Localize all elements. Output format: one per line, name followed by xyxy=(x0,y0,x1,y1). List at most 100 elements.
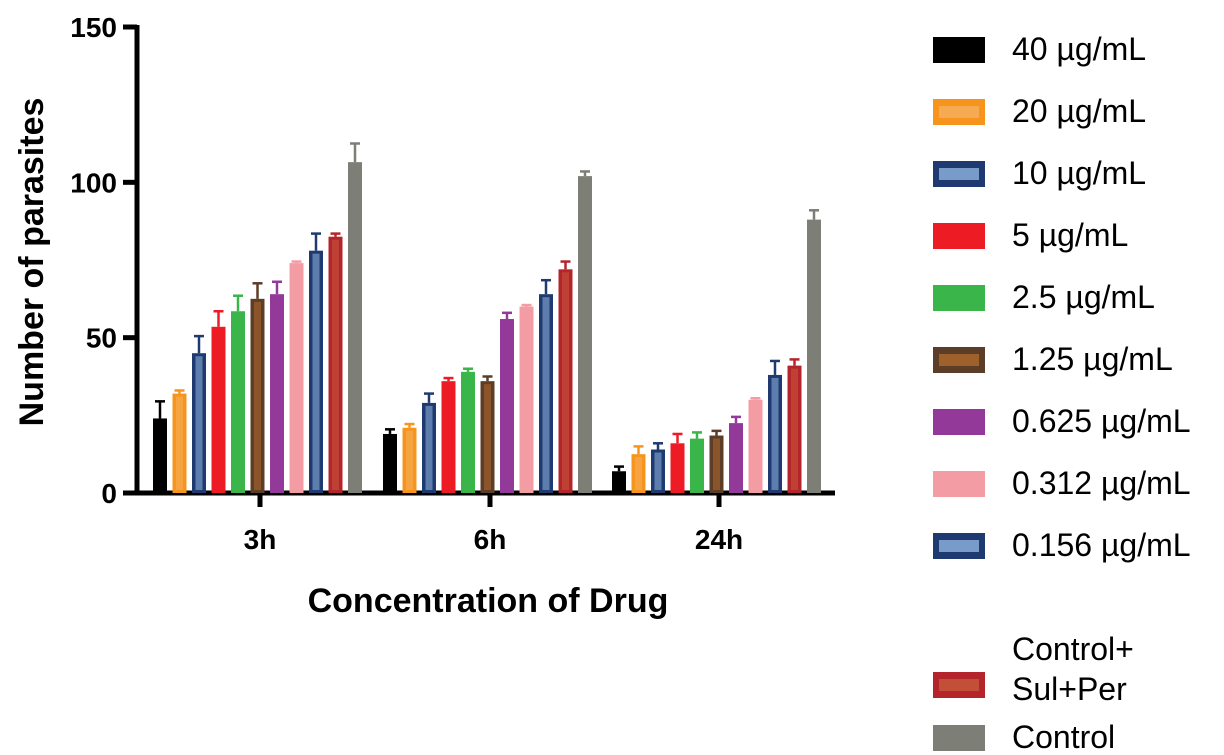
error-bar xyxy=(252,282,263,299)
legend-label: 10 µg/mL xyxy=(1012,155,1146,191)
legend-label: 0.156 µg/mL xyxy=(1012,527,1191,563)
error-bar xyxy=(155,400,165,419)
legend-item: 5 µg/mL xyxy=(933,217,1128,253)
legend-label: 0.625 µg/mL xyxy=(1012,403,1191,439)
error-bar xyxy=(194,334,204,354)
bar xyxy=(690,438,704,493)
bar xyxy=(631,454,646,493)
bars xyxy=(153,142,821,493)
legend: 40 µg/mL 20 µg/mL 10 µg/mL 5 µg/mL 2.5 µg/mL… xyxy=(933,31,1191,755)
legend-label: 1.25 µg/mL xyxy=(1012,341,1173,377)
legend-item: Control xyxy=(933,719,1115,755)
bar xyxy=(519,306,534,493)
legend-item: 0.312 µg/mL xyxy=(933,465,1191,501)
bar xyxy=(153,418,167,493)
y-tick-label: 150 xyxy=(70,12,117,43)
error-bar xyxy=(541,278,551,295)
error-bar xyxy=(809,209,819,220)
bar xyxy=(768,374,782,493)
legend-swatch xyxy=(933,285,985,311)
error-bar xyxy=(350,142,360,163)
bar xyxy=(670,443,685,493)
error-bar xyxy=(750,396,761,400)
y-axis: 0 50 100 150 xyxy=(70,12,140,509)
bar xyxy=(729,423,743,493)
x-tick-label: 3h xyxy=(244,524,277,555)
y-axis-title: Number of parasites xyxy=(13,98,51,427)
error-bar xyxy=(385,428,395,434)
y-tick-label: 0 xyxy=(101,478,117,509)
legend-item: 0.156 µg/mL xyxy=(933,527,1191,563)
legend-swatch xyxy=(933,37,985,63)
bar xyxy=(807,219,821,493)
error-bar xyxy=(404,422,415,428)
error-bar xyxy=(482,375,493,382)
error-bar xyxy=(692,431,702,439)
bar xyxy=(539,294,553,493)
bar xyxy=(250,298,265,493)
legend-label: 0.312 µg/mL xyxy=(1012,465,1191,501)
error-bar xyxy=(731,415,741,424)
legend-swatch xyxy=(933,725,985,751)
legend-item: Control+ Sul+Per xyxy=(933,631,1134,707)
error-bar xyxy=(272,280,282,295)
error-bar xyxy=(233,294,243,312)
x-axis: 3h 6h 24h xyxy=(135,490,835,555)
error-bar xyxy=(633,445,644,455)
bar xyxy=(172,393,187,493)
error-bar xyxy=(330,232,341,237)
error-bar xyxy=(463,367,473,372)
legend-item: 40 µg/mL xyxy=(933,31,1146,67)
bar xyxy=(558,269,573,493)
error-bar xyxy=(443,376,454,382)
error-bar xyxy=(789,358,800,366)
bar xyxy=(383,433,397,493)
legend-swatch xyxy=(933,223,985,249)
error-bar xyxy=(311,232,321,251)
legend-item: 2.5 µg/mL xyxy=(933,279,1155,315)
bar xyxy=(422,402,436,493)
error-bar xyxy=(291,260,302,264)
bar xyxy=(402,427,417,493)
y-tick-label: 100 xyxy=(70,167,117,198)
error-bar xyxy=(174,389,185,394)
legend-label: 5 µg/mL xyxy=(1012,217,1128,253)
legend-swatch xyxy=(933,409,985,435)
bar xyxy=(709,435,724,493)
legend-label: Control+ Sul+Per xyxy=(1012,631,1134,707)
error-bar xyxy=(614,465,624,472)
bar xyxy=(748,399,763,493)
legend-swatch xyxy=(933,471,985,497)
bar xyxy=(348,162,362,493)
legend-item: 20 µg/mL xyxy=(933,93,1146,129)
bar xyxy=(309,250,323,493)
bar xyxy=(787,365,802,493)
error-bar xyxy=(672,432,683,444)
bar xyxy=(192,353,206,493)
error-bar xyxy=(560,260,571,270)
bar xyxy=(480,381,495,493)
error-bar xyxy=(711,429,722,436)
bar xyxy=(441,381,456,493)
x-tick-label: 6h xyxy=(474,524,507,555)
error-bar xyxy=(502,311,512,320)
bar xyxy=(270,294,284,493)
y-tick-label: 50 xyxy=(86,323,117,354)
bar xyxy=(578,176,592,493)
error-bar xyxy=(424,392,434,403)
legend-item: 1.25 µg/mL xyxy=(933,341,1173,377)
bar xyxy=(612,471,626,493)
legend-item: 0.625 µg/mL xyxy=(933,403,1191,439)
legend-label: 40 µg/mL xyxy=(1012,31,1146,67)
error-bar xyxy=(653,442,663,450)
bar xyxy=(231,311,245,493)
bar xyxy=(651,449,665,493)
legend-label: Control xyxy=(1012,719,1115,755)
error-bar xyxy=(521,303,532,307)
x-axis-title: Concentration of Drug xyxy=(308,582,669,620)
error-bar xyxy=(580,170,590,177)
bar xyxy=(289,263,304,493)
error-bar xyxy=(213,310,224,327)
error-bar xyxy=(770,359,780,375)
